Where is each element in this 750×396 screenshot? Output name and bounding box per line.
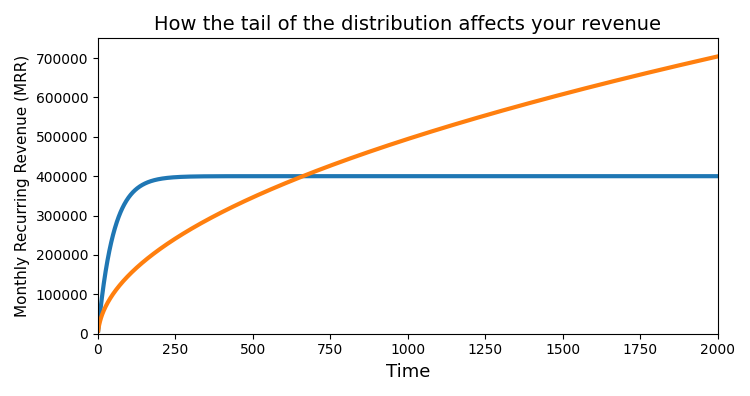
Y-axis label: Monthly Recurring Revenue (MRR): Monthly Recurring Revenue (MRR) bbox=[15, 55, 30, 317]
X-axis label: Time: Time bbox=[386, 363, 430, 381]
Title: How the tail of the distribution affects your revenue: How the tail of the distribution affects… bbox=[154, 15, 662, 34]
